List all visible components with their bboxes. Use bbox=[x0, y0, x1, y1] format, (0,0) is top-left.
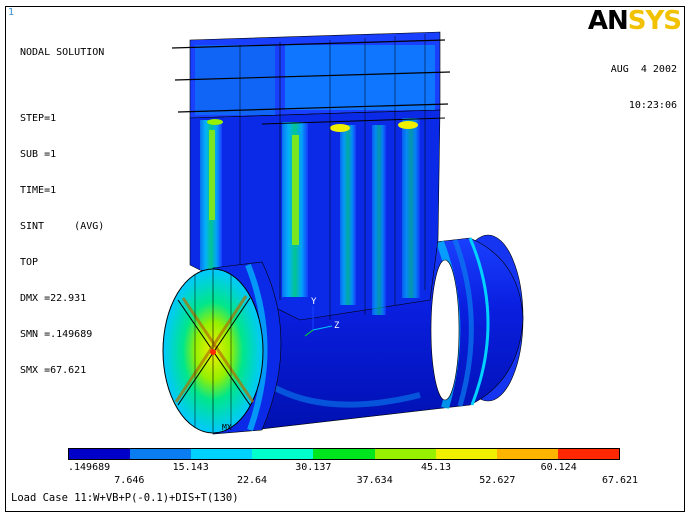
info-line: STEP=1 bbox=[20, 113, 57, 124]
contour-legend bbox=[68, 448, 620, 460]
legend-swatch bbox=[435, 449, 497, 459]
info-line: NODAL SOLUTION bbox=[20, 47, 105, 58]
legend-tick-label: 22.64 bbox=[236, 475, 268, 486]
info-line: SMN =.149689 bbox=[20, 329, 93, 340]
load-case-title: Load Case 11:W+VB+P(-0.1)+DIS+T(130) bbox=[11, 492, 239, 504]
legend-tick-label: 52.627 bbox=[479, 475, 516, 486]
axis-triad: Y Z bbox=[304, 297, 340, 337]
date-text: AUG 4 2002 bbox=[610, 64, 677, 75]
legend-tick-label: 45.13 bbox=[420, 462, 452, 473]
info-line: DMX =22.931 bbox=[20, 293, 87, 304]
solution-info-panel: NODAL SOLUTION STEP=1 SUB =1 TIME=1 SINT… bbox=[20, 23, 104, 389]
info-line: TOP bbox=[20, 257, 39, 268]
info-line: SINT (AVG) bbox=[20, 221, 105, 232]
time-text: 10:23:06 bbox=[628, 100, 677, 111]
legend-swatch bbox=[191, 449, 253, 459]
legend-tick-label: 7.646 bbox=[114, 475, 145, 486]
legend-tick-label: .149689 bbox=[68, 462, 111, 473]
legend-swatch bbox=[252, 449, 314, 459]
ansys-logo: ANSYS bbox=[587, 6, 682, 36]
legend-tick-label: 67.621 bbox=[601, 475, 639, 486]
info-line: SMX =67.621 bbox=[20, 365, 87, 376]
legend-swatch bbox=[374, 449, 436, 459]
legend-tick-label: 37.634 bbox=[356, 475, 393, 486]
legend-swatch bbox=[130, 449, 192, 459]
axis-y-label: Y bbox=[311, 297, 317, 307]
legend-swatch bbox=[557, 449, 619, 459]
legend-tick-label: 60.124 bbox=[540, 462, 577, 473]
legend-swatch bbox=[496, 449, 558, 459]
cylinder-end-cap bbox=[162, 261, 282, 435]
info-line: SUB =1 bbox=[20, 149, 57, 160]
legend-swatch bbox=[313, 449, 375, 459]
legend-tick-label: 15.143 bbox=[172, 462, 209, 473]
legend-swatch bbox=[69, 449, 131, 459]
info-line: TIME=1 bbox=[20, 185, 57, 196]
timestamp: AUG 4 2002 10:23:06 bbox=[611, 40, 677, 124]
window-number: 1 bbox=[8, 7, 15, 18]
legend-tick-label: 30.137 bbox=[295, 462, 332, 473]
axis-z-label: Z bbox=[334, 321, 340, 331]
max-marker: MX bbox=[222, 423, 232, 432]
